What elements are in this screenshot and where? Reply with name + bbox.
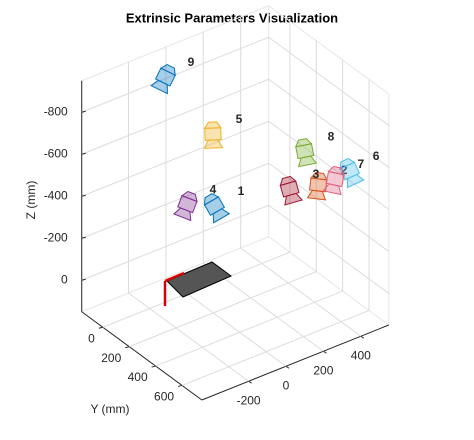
z-tick-label: -400 (44, 188, 68, 202)
camera-lens (212, 208, 231, 224)
y-tick-label: 200 (101, 351, 121, 365)
camera-label: 1 (238, 184, 245, 198)
camera-body (325, 170, 345, 188)
camera-label: 3 (313, 167, 320, 181)
tick-mark (81, 194, 86, 197)
x-tick-label: 0 (283, 378, 290, 392)
camera-body (308, 177, 328, 193)
camera (203, 193, 231, 224)
camera-label: 7 (358, 157, 365, 171)
y-axis-label: Y (mm) (90, 402, 129, 416)
tick-mark (323, 350, 327, 354)
tick-mark (98, 326, 103, 329)
camera-body (295, 143, 315, 160)
grid-line (155, 290, 343, 367)
grid-line (81, 204, 269, 281)
camera-label: 5 (236, 112, 243, 126)
camera-label: 9 (188, 55, 195, 69)
y-tick-label: 600 (154, 390, 174, 404)
tick-mark (81, 152, 86, 155)
tick-mark (285, 365, 290, 369)
camera-body (154, 67, 176, 87)
calibration-pattern (163, 261, 232, 306)
grid-line (268, 36, 390, 126)
camera-lens (173, 207, 192, 222)
z-axis-label: Z (mm) (24, 181, 38, 220)
tick-mark (81, 236, 86, 239)
box-edge (81, 236, 269, 313)
camera (294, 138, 318, 168)
y-tick-label: 400 (128, 370, 148, 384)
grid-line (129, 271, 317, 348)
camera-lens (346, 173, 365, 189)
x-tick-label: -200 (237, 393, 261, 407)
camera-lens (203, 139, 224, 149)
camera-body (204, 127, 222, 141)
camera-lens (306, 189, 327, 201)
grid-line (81, 78, 269, 155)
camera (173, 190, 198, 222)
cameras: 1 2 3 4 5 67 8 9 (150, 55, 380, 224)
grid-line (81, 162, 269, 239)
chart-title: Extrinsic Parameters Visualization (126, 10, 338, 25)
grid-line (268, 78, 390, 168)
camera-body (339, 161, 361, 181)
tick-mark (177, 384, 183, 387)
tick-mark (125, 346, 130, 349)
camera-lens (284, 192, 304, 206)
tick-mark (151, 365, 156, 368)
tick-mark (360, 335, 365, 339)
camera-lens (297, 155, 318, 168)
camera-body (279, 180, 300, 198)
axis-line (201, 324, 390, 401)
camera-label: 2 (341, 163, 348, 177)
tick-mark (248, 380, 252, 384)
grid-line (81, 120, 269, 197)
camera (150, 63, 176, 95)
camera (279, 175, 304, 206)
z-tick-label: 0 (61, 272, 68, 286)
z-tick-label: -600 (44, 146, 68, 160)
grid-line (268, 162, 390, 252)
camera (322, 165, 345, 196)
camera (203, 121, 224, 149)
box-edge (268, 5, 390, 95)
tick-mark (81, 278, 86, 281)
z-tick-label: -200 (44, 230, 68, 244)
camera (339, 157, 365, 189)
y-tick-label: 0 (88, 331, 95, 345)
camera-body (203, 196, 226, 216)
grid-line (268, 120, 390, 210)
x-tick-label: 400 (351, 348, 371, 362)
grid (81, 5, 390, 401)
camera-label: 6 (373, 149, 380, 163)
z-tick-label: -800 (44, 104, 68, 118)
camera (306, 171, 328, 201)
x-tick-label: 200 (313, 363, 333, 377)
camera-label: 4 (210, 182, 217, 196)
grid-line (181, 309, 370, 386)
tick-mark (81, 110, 86, 113)
grid-line (268, 204, 390, 294)
camera-lens (150, 79, 168, 95)
camera-label: 8 (328, 129, 335, 143)
camera-lens (322, 183, 342, 196)
camera-top (203, 121, 222, 129)
box-edge (81, 5, 269, 82)
